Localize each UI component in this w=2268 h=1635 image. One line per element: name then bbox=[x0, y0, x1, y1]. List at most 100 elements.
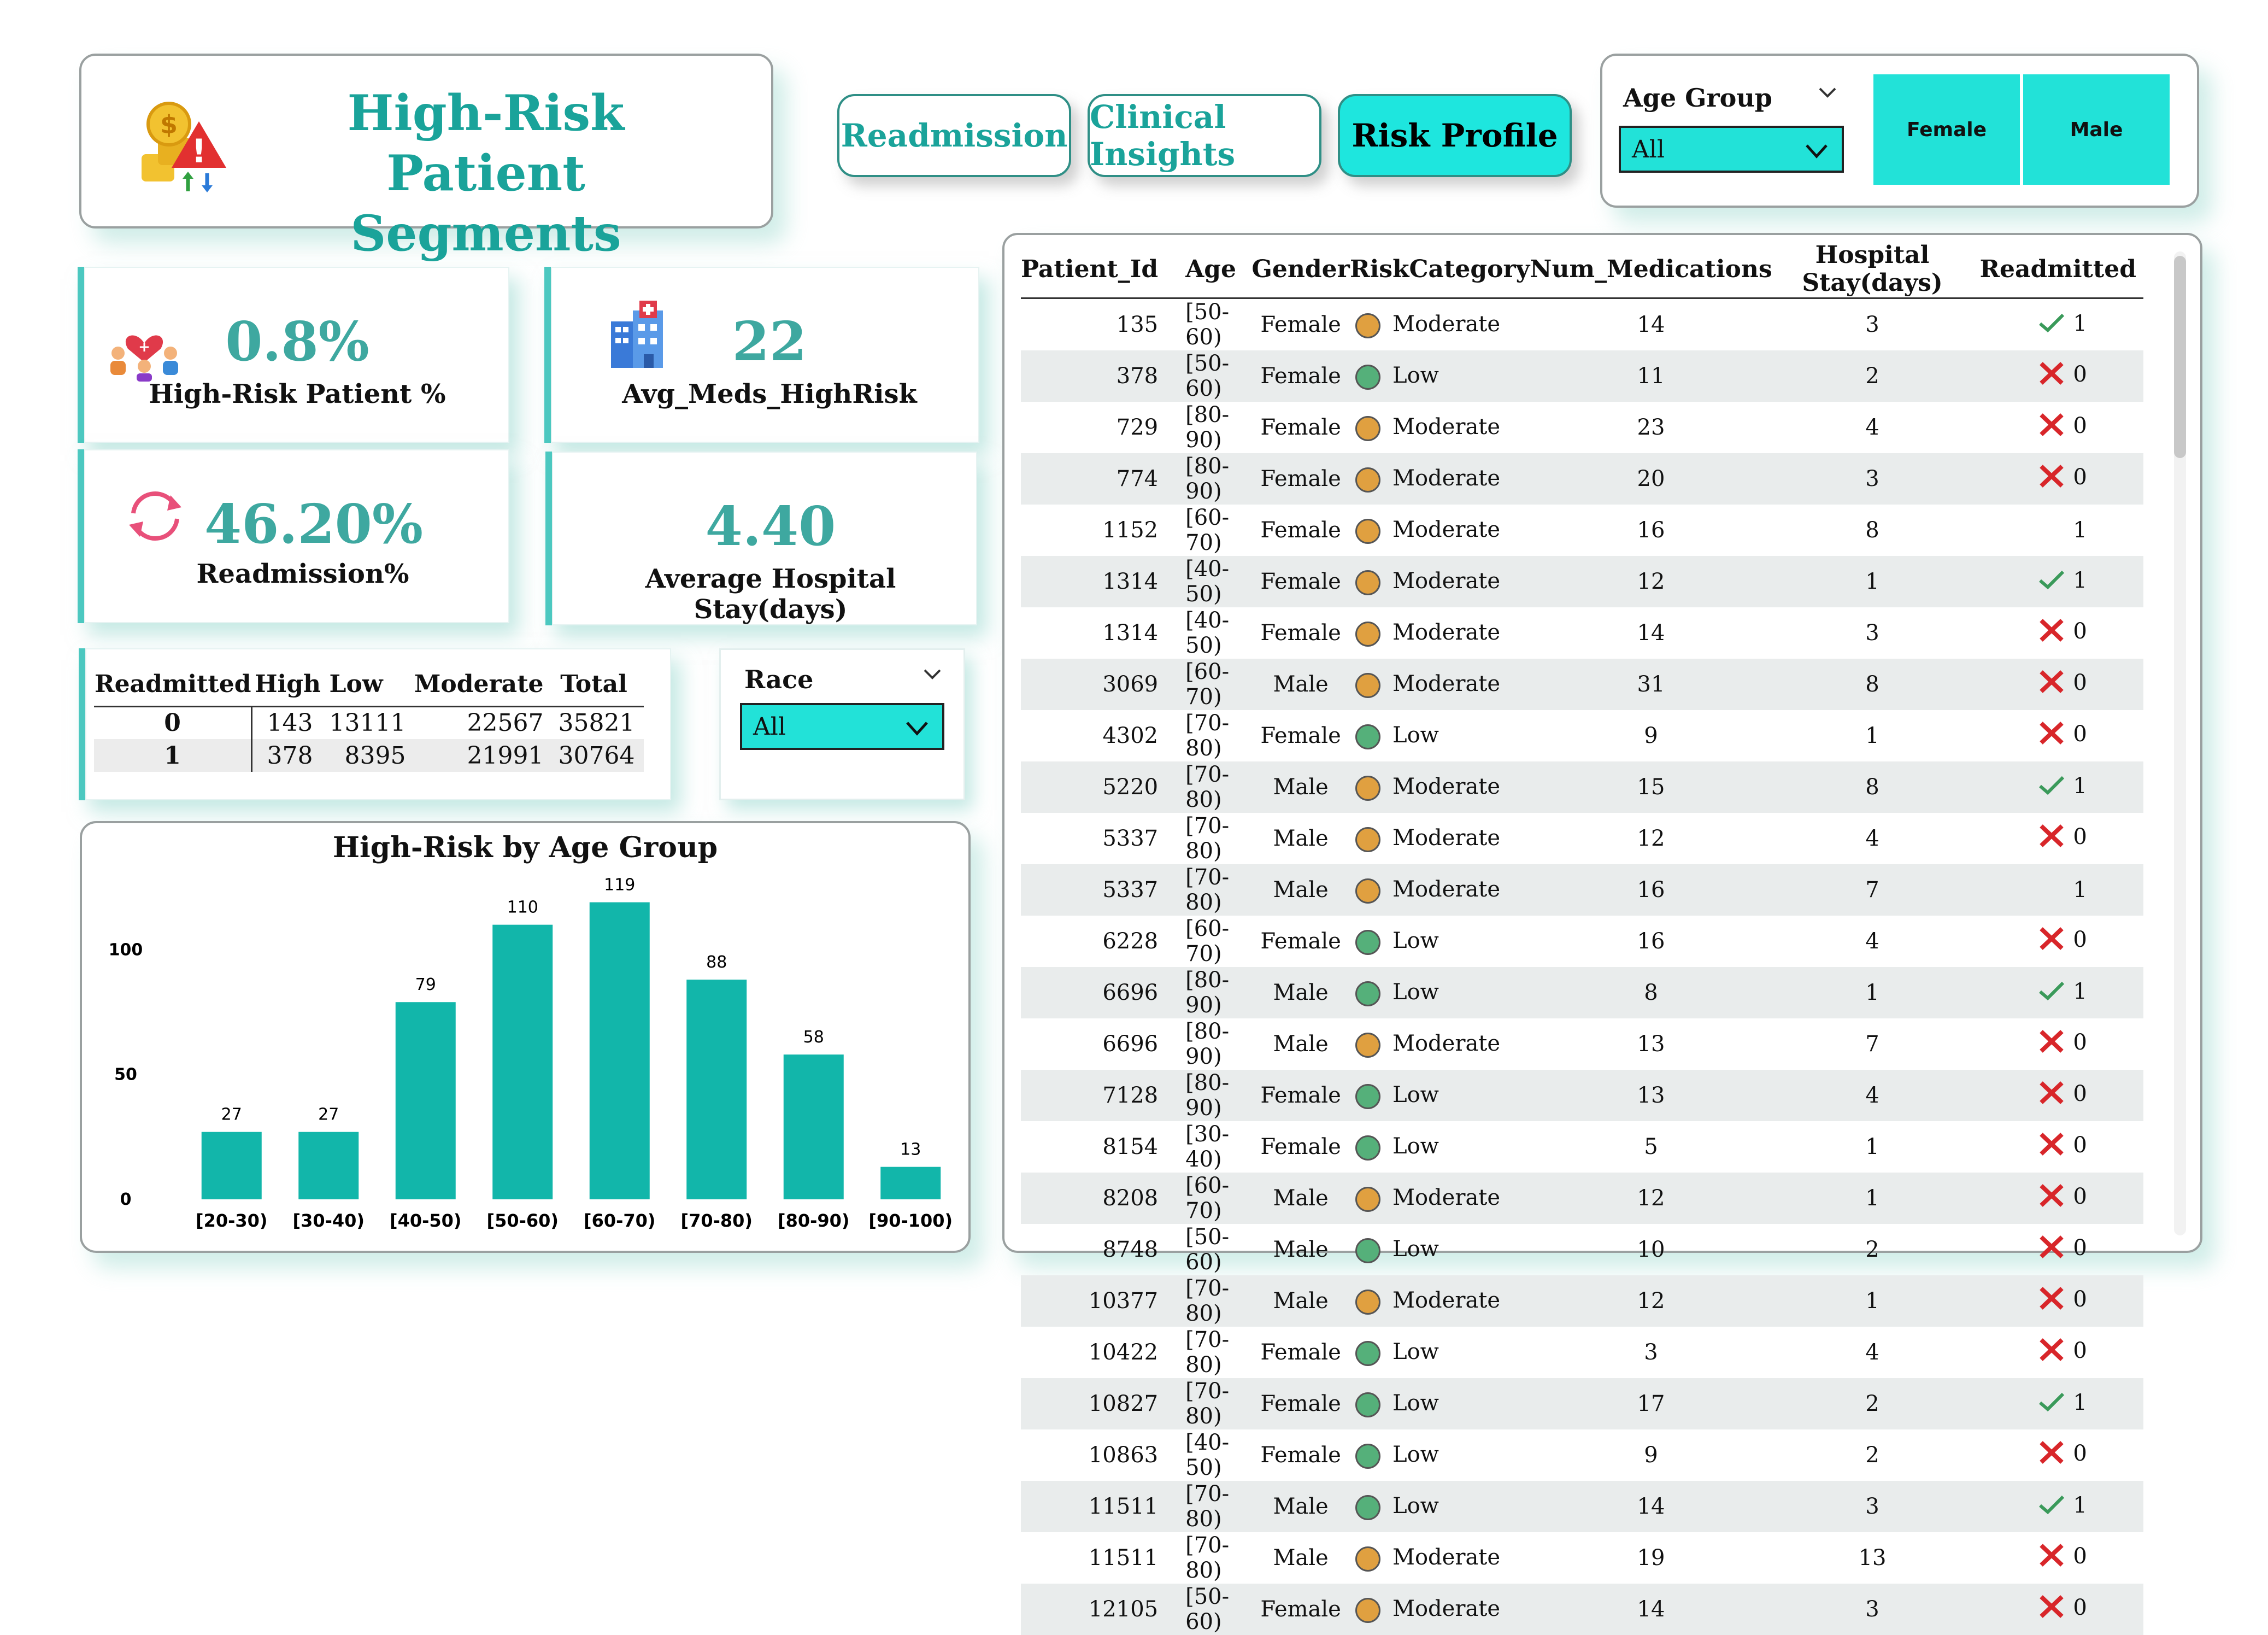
col-patient-id[interactable]: Patient_Id bbox=[1021, 255, 1159, 283]
table-row[interactable]: 6696 [80-90) Male Low 8 1 1 bbox=[1021, 967, 2143, 1018]
cross-icon bbox=[2038, 1029, 2065, 1059]
bar[interactable] bbox=[783, 1054, 844, 1199]
bar[interactable] bbox=[880, 1167, 941, 1199]
table-row[interactable]: 135 [50-60) Female Moderate 14 3 1 bbox=[1021, 298, 2143, 351]
bar[interactable] bbox=[298, 1132, 359, 1199]
cell-risk-category: Low bbox=[1350, 1378, 1530, 1429]
table-row[interactable]: 1314 [40-50) Female Moderate 14 3 0 bbox=[1021, 607, 2143, 659]
table-row[interactable]: 729 [80-90) Female Moderate 23 4 0 bbox=[1021, 402, 2143, 453]
cell-gender: Male bbox=[1273, 826, 1329, 851]
col-hospital-stay[interactable]: Hospital Stay(days) bbox=[1802, 241, 1943, 297]
table-row[interactable]: 774 [80-90) Female Moderate 20 3 0 bbox=[1021, 453, 2143, 505]
cell-readmitted: 0 bbox=[1972, 1275, 2143, 1327]
avg-meds-label: Avg_Meds_HighRisk bbox=[622, 379, 917, 409]
cell-patient-id: 8748 bbox=[1102, 1237, 1159, 1262]
cell-age: [30-40) bbox=[1185, 1122, 1230, 1172]
cell-patient-id: 5220 bbox=[1021, 761, 1175, 813]
cell-patient-id: 11511 bbox=[1021, 1481, 1175, 1532]
table-row[interactable]: 5337 [70-80) Male Moderate 16 7 1 bbox=[1021, 864, 2143, 916]
filter-card: Age Group All Female Male bbox=[1600, 54, 2199, 208]
cell-hospital-stay: 7 bbox=[1865, 1032, 1879, 1057]
table-row[interactable]: 6696 [80-90) Male Moderate 13 7 0 bbox=[1021, 1018, 2143, 1070]
cell-risk-category: Moderate bbox=[1350, 1018, 1530, 1070]
risk-low-dot-icon bbox=[1355, 1238, 1380, 1263]
tab-readmission[interactable]: Readmission bbox=[837, 94, 1071, 177]
table-row[interactable]: 8154 [30-40) Female Low 5 1 0 bbox=[1021, 1121, 2143, 1173]
cell-hospital-stay: 1 bbox=[1865, 1134, 1879, 1159]
bar[interactable] bbox=[686, 980, 747, 1199]
table-scrollbar[interactable] bbox=[2174, 251, 2186, 1235]
cross-icon bbox=[2038, 1183, 2065, 1213]
table-row[interactable]: 3069 [60-70) Male Moderate 31 8 0 bbox=[1021, 659, 2143, 710]
table-row[interactable]: 5337 [70-80) Male Moderate 12 4 0 bbox=[1021, 813, 2143, 864]
hospital-icon bbox=[606, 300, 671, 371]
table-row[interactable]: 1152 [60-70) Female Moderate 16 8 1 bbox=[1021, 505, 2143, 556]
readmitted-text: 1 bbox=[2073, 773, 2087, 799]
race-label: Race bbox=[744, 665, 814, 694]
readmitted-text: 0 bbox=[2073, 670, 2087, 695]
bar[interactable] bbox=[395, 1002, 456, 1199]
bar[interactable] bbox=[589, 902, 650, 1199]
tab-clinical-insights[interactable]: Clinical Insights bbox=[1088, 94, 1321, 177]
table-row[interactable]: 5220 [70-80) Male Moderate 15 8 1 bbox=[1021, 761, 2143, 813]
readmitted-text: 0 bbox=[2073, 1030, 2087, 1055]
cell-hospital-stay: 8 bbox=[1772, 659, 1973, 710]
avg-stay-label: Average Hospital Stay(days) bbox=[645, 564, 896, 625]
table-row[interactable]: 8208 [60-70) Male Moderate 12 1 0 bbox=[1021, 1173, 2143, 1224]
gender-female-button[interactable]: Female bbox=[1873, 74, 2020, 185]
cell-patient-id: 1314 bbox=[1021, 556, 1175, 607]
cell-age: [40-50) bbox=[1174, 556, 1252, 607]
matrix-header-readmitted: Readmitted bbox=[95, 670, 251, 698]
cell-patient-id: 3069 bbox=[1021, 659, 1175, 710]
race-collapse-icon[interactable] bbox=[921, 663, 943, 684]
table-row[interactable]: 4302 [70-80) Female Low 9 1 0 bbox=[1021, 710, 2143, 761]
scrollbar-thumb[interactable] bbox=[2174, 256, 2186, 458]
cell-readmitted: 1 bbox=[1972, 761, 2143, 813]
cell-hospital-stay: 1 bbox=[1772, 1275, 1973, 1327]
cell-patient-id: 5337 bbox=[1102, 826, 1159, 851]
table-row[interactable]: 10863 [40-50) Female Low 9 2 0 bbox=[1021, 1429, 2143, 1481]
cell-risk-category: Low bbox=[1350, 1224, 1530, 1275]
cell-age: [70-80) bbox=[1174, 864, 1252, 916]
age-group-collapse-icon[interactable] bbox=[1817, 81, 1838, 103]
cell-gender: Female bbox=[1260, 723, 1341, 748]
high-risk-pct-value: 0.8% bbox=[225, 310, 369, 373]
cross-icon bbox=[2038, 464, 2065, 494]
bar[interactable] bbox=[201, 1132, 262, 1199]
cell-gender: Female bbox=[1251, 556, 1350, 607]
col-readmitted[interactable]: Readmitted bbox=[1979, 255, 2136, 283]
cell-hospital-stay: 3 bbox=[1865, 312, 1879, 337]
cross-icon bbox=[2038, 1543, 2065, 1573]
bar[interactable] bbox=[492, 924, 553, 1199]
risk-low-dot-icon bbox=[1355, 364, 1380, 390]
gender-male-button[interactable]: Male bbox=[2023, 74, 2170, 185]
cell-age: [80-90) bbox=[1185, 402, 1230, 453]
table-row[interactable]: 1314 [40-50) Female Moderate 12 1 1 bbox=[1021, 556, 2143, 607]
table-row[interactable]: 11511 [70-80) Male Moderate 19 13 0 bbox=[1021, 1532, 2143, 1584]
table-row[interactable]: 10422 [70-80) Female Low 3 4 0 bbox=[1021, 1327, 2143, 1378]
table-row[interactable]: 6228 [60-70) Female Low 16 4 0 bbox=[1021, 916, 2143, 967]
table-row[interactable]: 10827 [70-80) Female Low 17 2 1 bbox=[1021, 1378, 2143, 1429]
tab-risk-profile[interactable]: Risk Profile bbox=[1338, 94, 1572, 177]
col-num-medications[interactable]: Num_Medications bbox=[1530, 255, 1772, 283]
table-row[interactable]: 11511 [70-80) Male Low 14 3 1 bbox=[1021, 1481, 2143, 1532]
col-age[interactable]: Age bbox=[1185, 255, 1237, 283]
col-gender[interactable]: Gender bbox=[1251, 255, 1350, 283]
cell-age: [50-60) bbox=[1174, 1584, 1252, 1635]
risk-low-dot-icon bbox=[1355, 724, 1380, 749]
cell-num-medications: 10 bbox=[1637, 1237, 1665, 1262]
kpi-high-risk-patient: + 0.8% High-Risk Patient % bbox=[78, 267, 509, 443]
col-risk-category[interactable]: RiskCategory bbox=[1350, 255, 1530, 283]
table-row[interactable]: 378 [50-60) Female Low 11 2 0 bbox=[1021, 350, 2143, 402]
cell-hospital-stay: 2 bbox=[1772, 1378, 1973, 1429]
age-group-select[interactable]: All bbox=[1619, 126, 1844, 173]
matrix-cell: 21991 bbox=[467, 741, 544, 770]
readmitted-text: 1 bbox=[2073, 567, 2087, 593]
cross-icon bbox=[2038, 1286, 2065, 1316]
avg-meds-value: 22 bbox=[732, 310, 807, 373]
table-row[interactable]: 12105 [50-60) Female Moderate 14 3 0 bbox=[1021, 1584, 2143, 1635]
table-row[interactable]: 7128 [80-90) Female Low 13 4 0 bbox=[1021, 1070, 2143, 1121]
race-select[interactable]: All bbox=[740, 703, 944, 750]
table-row[interactable]: 10377 [70-80) Male Moderate 12 1 0 bbox=[1021, 1275, 2143, 1327]
table-row[interactable]: 8748 [50-60) Male Low 10 2 0 bbox=[1021, 1224, 2143, 1275]
